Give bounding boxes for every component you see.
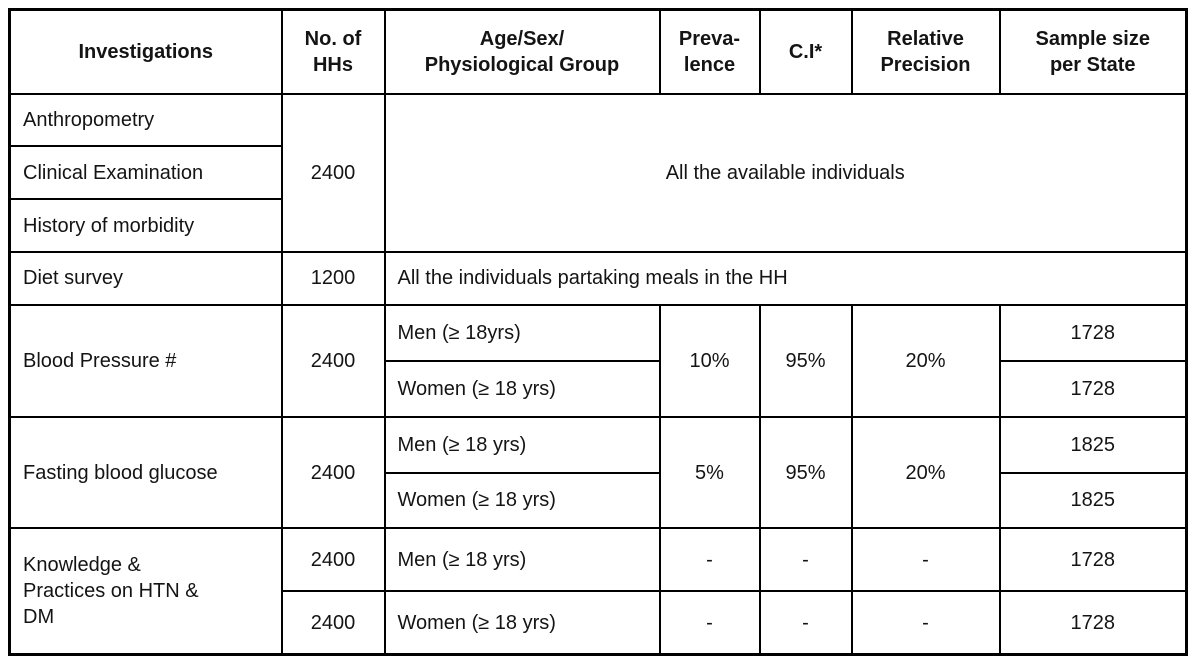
cell-fbg-prevalence: 5% [658,415,761,530]
row-fasting-glucose-men: Fasting blood glucose 2400 Men (≥ 18 yrs… [8,415,1188,530]
row-history-morbidity: History of morbidity [8,198,1187,254]
cell-anthropometry-label: Anthropometry [8,92,283,148]
cell-bp-label: Blood Pressure # [8,303,283,418]
header-sample-size: Sample size per State [998,8,1188,95]
header-prevalence: Preva- lence [658,8,761,95]
cell-clinical-examination-label: Clinical Examination [8,145,283,201]
cell-kp-prevalence-men: - [658,527,761,593]
row-clinical-examination: Clinical Examination [8,145,1187,201]
header-age-sex-group: Age/Sex/ Physiological Group [383,8,661,95]
cell-bp-prevalence: 10% [658,303,761,418]
cell-kp-prevalence-women: - [658,590,761,656]
cell-fbg-sample-men: 1825 [998,415,1188,474]
cell-fbg-hhs: 2400 [280,415,386,530]
cell-kp-men: Men (≥ 18 yrs) [383,527,661,593]
cell-diet-label: Diet survey [8,251,283,306]
row-knowledge-practices-women: 2400 Women (≥ 18 yrs) - - - 1728 [10,590,1188,656]
cell-anthro-note: All the available individuals [383,92,1188,254]
cell-kp-sample-women: 1728 [998,590,1188,656]
row-diet-survey: Diet survey 1200 All the individuals par… [8,251,1188,306]
cell-kp-ci-men: - [758,527,853,593]
cell-bp-sample-women: 1728 [998,359,1188,418]
cell-bp-hhs: 2400 [280,303,386,418]
row-knowledge-practices-men: Knowledge & Practices on HTN & DM 2400 M… [8,527,1188,656]
survey-design-table: Investigations No. of HHs Age/Sex/ Physi… [8,8,1188,656]
cell-bp-sample-men: 1728 [998,303,1188,362]
cell-kp-hhs-men: 2400 [280,527,386,593]
cell-fbg-relative-precision: 20% [850,415,1001,530]
cell-fbg-sample-women: 1825 [998,471,1188,530]
cell-fbg-women: Women (≥ 18 yrs) [383,471,661,530]
cell-bp-men: Men (≥ 18yrs) [383,303,661,362]
cell-bp-relative-precision: 20% [850,303,1001,418]
cell-bp-women: Women (≥ 18 yrs) [383,359,661,418]
cell-kp-ci-women: - [758,590,853,656]
header-investigations: Investigations [8,8,283,95]
row-blood-pressure-women: Women (≥ 18 yrs) 1728 [10,359,1188,418]
header-row: Investigations No. of HHs Age/Sex/ Physi… [8,8,1188,95]
cell-kp-label: Knowledge & Practices on HTN & DM [8,527,283,656]
cell-bp-ci: 95% [758,303,853,418]
cell-kp-women: Women (≥ 18 yrs) [383,590,661,656]
row-fasting-glucose-women: Women (≥ 18 yrs) 1825 [10,471,1188,530]
cell-diet-hhs: 1200 [280,251,386,306]
header-no-of-hhs: No. of HHs [280,8,386,95]
cell-fbg-ci: 95% [758,415,853,530]
cell-anthro-hhs: 2400 [280,92,386,254]
row-anthropometry: Anthropometry 2400 All the available ind… [8,92,1188,254]
cell-kp-rp-men: - [850,527,1001,593]
cell-kp-hhs-women: 2400 [280,590,386,656]
row-blood-pressure-men: Blood Pressure # 2400 Men (≥ 18yrs) 10% … [8,303,1188,418]
header-ci: C.I* [758,8,853,95]
cell-diet-note: All the individuals partaking meals in t… [383,251,1188,306]
cell-fbg-men: Men (≥ 18 yrs) [383,415,661,474]
header-relative-precision: Relative Precision [850,8,1001,95]
cell-history-morbidity-label: History of morbidity [8,198,283,254]
cell-fbg-label: Fasting blood glucose [8,415,283,530]
cell-kp-rp-women: - [850,590,1001,656]
cell-kp-sample-men: 1728 [998,527,1188,593]
